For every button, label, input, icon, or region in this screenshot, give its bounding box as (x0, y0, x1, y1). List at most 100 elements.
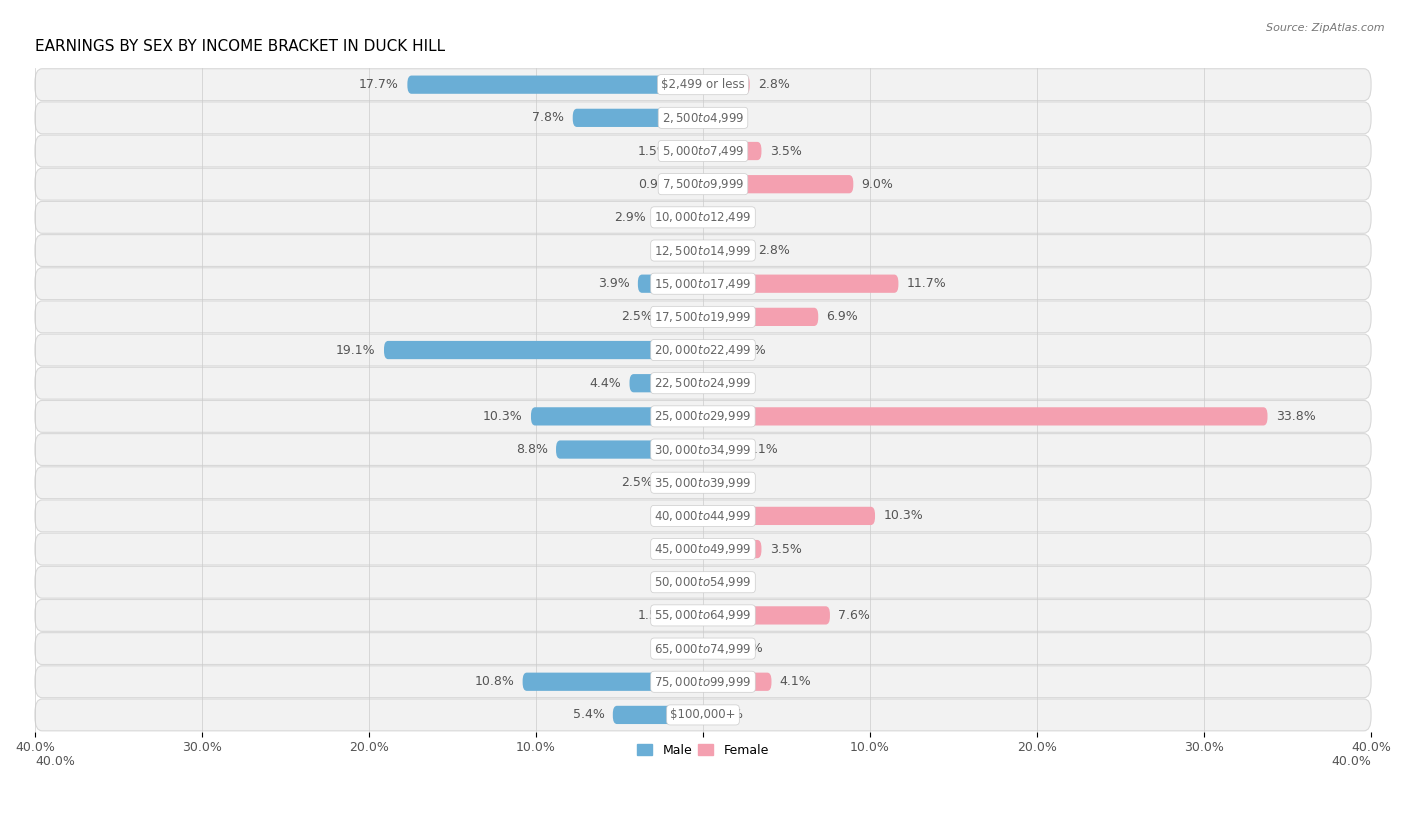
FancyBboxPatch shape (703, 507, 875, 525)
FancyBboxPatch shape (35, 400, 1371, 432)
FancyBboxPatch shape (703, 672, 772, 691)
Text: $65,000 to $74,999: $65,000 to $74,999 (654, 641, 752, 655)
Text: 10.3%: 10.3% (883, 510, 924, 523)
Text: 3.5%: 3.5% (770, 145, 801, 158)
Text: $22,500 to $24,999: $22,500 to $24,999 (654, 376, 752, 390)
FancyBboxPatch shape (35, 466, 1371, 499)
FancyBboxPatch shape (35, 599, 1371, 632)
Text: $10,000 to $12,499: $10,000 to $12,499 (654, 210, 752, 225)
FancyBboxPatch shape (703, 242, 749, 260)
FancyBboxPatch shape (686, 175, 703, 193)
Text: 0.0%: 0.0% (711, 377, 744, 390)
Text: $5,000 to $7,499: $5,000 to $7,499 (662, 144, 744, 158)
FancyBboxPatch shape (35, 500, 1371, 532)
Text: $2,499 or less: $2,499 or less (661, 78, 745, 91)
Text: $45,000 to $49,999: $45,000 to $49,999 (654, 542, 752, 556)
Text: 1.5%: 1.5% (638, 609, 669, 622)
Text: 40.0%: 40.0% (35, 755, 75, 768)
Text: $12,500 to $14,999: $12,500 to $14,999 (654, 243, 752, 257)
FancyBboxPatch shape (35, 102, 1371, 133)
FancyBboxPatch shape (703, 274, 898, 293)
FancyBboxPatch shape (703, 606, 830, 624)
FancyBboxPatch shape (703, 175, 853, 193)
FancyBboxPatch shape (35, 168, 1371, 200)
Text: 0.0%: 0.0% (662, 244, 695, 257)
FancyBboxPatch shape (35, 434, 1371, 466)
Text: $50,000 to $54,999: $50,000 to $54,999 (654, 575, 752, 589)
Text: $30,000 to $34,999: $30,000 to $34,999 (654, 443, 752, 457)
Text: 0.0%: 0.0% (662, 543, 695, 556)
Legend: Male, Female: Male, Female (633, 739, 773, 762)
FancyBboxPatch shape (35, 301, 1371, 333)
FancyBboxPatch shape (678, 142, 703, 160)
FancyBboxPatch shape (35, 567, 1371, 598)
Text: $55,000 to $64,999: $55,000 to $64,999 (654, 608, 752, 623)
FancyBboxPatch shape (35, 699, 1371, 731)
Text: 8.8%: 8.8% (516, 443, 548, 456)
Text: 3.9%: 3.9% (598, 278, 630, 291)
FancyBboxPatch shape (661, 474, 703, 492)
FancyBboxPatch shape (638, 274, 703, 293)
Text: 0.0%: 0.0% (711, 112, 744, 125)
Text: 10.8%: 10.8% (474, 676, 515, 689)
Text: 0.0%: 0.0% (662, 642, 695, 655)
Text: 0.69%: 0.69% (723, 642, 762, 655)
FancyBboxPatch shape (35, 632, 1371, 664)
Text: 0.0%: 0.0% (662, 510, 695, 523)
FancyBboxPatch shape (703, 308, 818, 326)
Text: $15,000 to $17,499: $15,000 to $17,499 (654, 277, 752, 291)
Text: 19.1%: 19.1% (336, 344, 375, 357)
Text: 9.0%: 9.0% (862, 177, 894, 190)
FancyBboxPatch shape (613, 706, 703, 724)
FancyBboxPatch shape (35, 666, 1371, 698)
FancyBboxPatch shape (35, 234, 1371, 266)
FancyBboxPatch shape (703, 540, 762, 558)
FancyBboxPatch shape (703, 407, 1268, 426)
FancyBboxPatch shape (35, 268, 1371, 300)
FancyBboxPatch shape (703, 76, 749, 94)
Text: $20,000 to $22,499: $20,000 to $22,499 (654, 343, 752, 357)
Text: 7.6%: 7.6% (838, 609, 870, 622)
FancyBboxPatch shape (703, 142, 762, 160)
FancyBboxPatch shape (384, 341, 703, 359)
FancyBboxPatch shape (655, 208, 703, 226)
Text: 0.0%: 0.0% (711, 476, 744, 489)
Text: 1.5%: 1.5% (638, 145, 669, 158)
Text: $2,500 to $4,999: $2,500 to $4,999 (662, 111, 744, 125)
FancyBboxPatch shape (35, 533, 1371, 565)
Text: Source: ZipAtlas.com: Source: ZipAtlas.com (1267, 23, 1385, 33)
Text: 11.7%: 11.7% (907, 278, 946, 291)
Text: $100,000+: $100,000+ (671, 708, 735, 721)
Text: 0.0%: 0.0% (711, 211, 744, 224)
Text: 10.3%: 10.3% (482, 410, 523, 423)
Text: 2.1%: 2.1% (747, 443, 778, 456)
Text: 2.5%: 2.5% (621, 476, 652, 489)
FancyBboxPatch shape (661, 308, 703, 326)
FancyBboxPatch shape (630, 374, 703, 392)
Text: $40,000 to $44,999: $40,000 to $44,999 (654, 509, 752, 523)
Text: 5.4%: 5.4% (572, 708, 605, 721)
FancyBboxPatch shape (703, 440, 738, 458)
Text: 33.8%: 33.8% (1275, 410, 1316, 423)
Text: $25,000 to $29,999: $25,000 to $29,999 (654, 409, 752, 423)
Text: 17.7%: 17.7% (359, 78, 399, 91)
Text: 0.98%: 0.98% (638, 177, 678, 190)
Text: 6.9%: 6.9% (827, 310, 858, 323)
FancyBboxPatch shape (678, 606, 703, 624)
FancyBboxPatch shape (555, 440, 703, 458)
Text: 0.0%: 0.0% (662, 575, 695, 589)
FancyBboxPatch shape (35, 68, 1371, 101)
Text: 2.8%: 2.8% (758, 244, 790, 257)
Text: $75,000 to $99,999: $75,000 to $99,999 (654, 675, 752, 689)
FancyBboxPatch shape (408, 76, 703, 94)
Text: 2.5%: 2.5% (621, 310, 652, 323)
Text: 1.4%: 1.4% (735, 344, 766, 357)
Text: EARNINGS BY SEX BY INCOME BRACKET IN DUCK HILL: EARNINGS BY SEX BY INCOME BRACKET IN DUC… (35, 39, 446, 55)
FancyBboxPatch shape (35, 201, 1371, 234)
Text: 0.0%: 0.0% (711, 708, 744, 721)
Text: 40.0%: 40.0% (1331, 755, 1371, 768)
FancyBboxPatch shape (35, 334, 1371, 366)
Text: 2.9%: 2.9% (614, 211, 647, 224)
Text: 2.8%: 2.8% (758, 78, 790, 91)
Text: $7,500 to $9,999: $7,500 to $9,999 (662, 177, 744, 191)
